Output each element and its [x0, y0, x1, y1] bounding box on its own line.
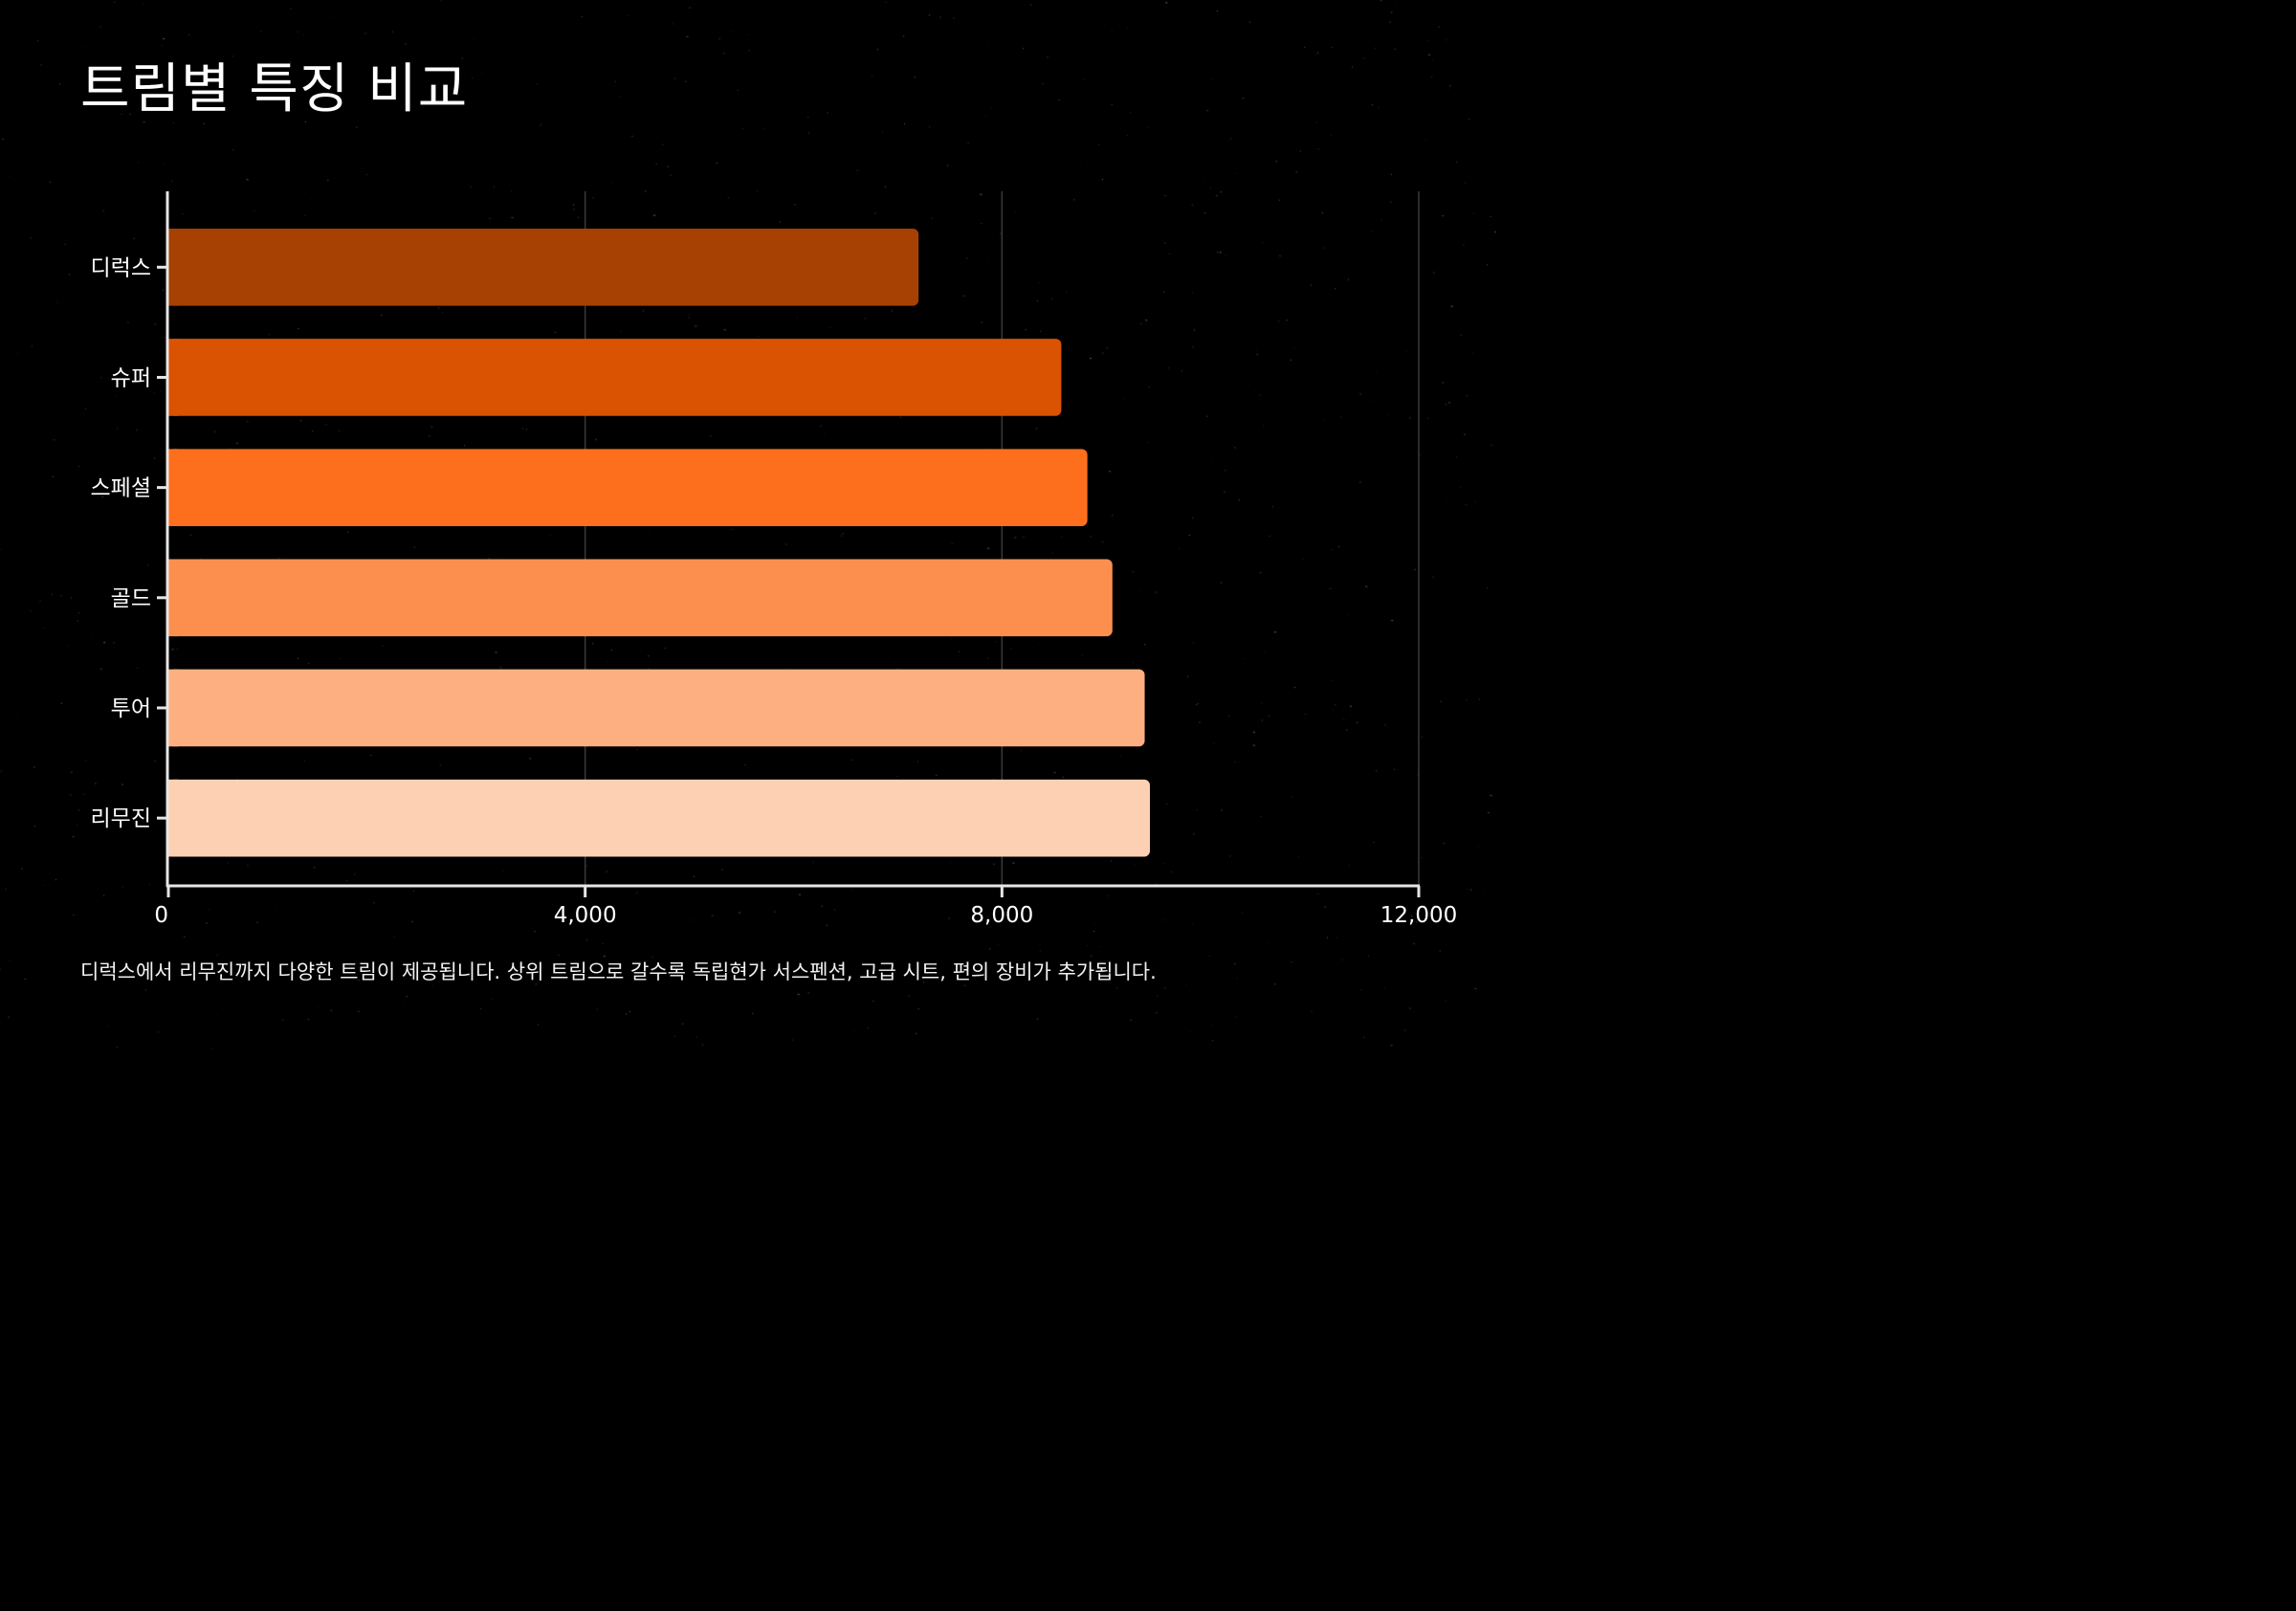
- xtick-label-1: 4,000: [554, 903, 617, 928]
- bar-4-base: [168, 559, 178, 637]
- ytick-label-5: 투어: [111, 696, 151, 721]
- bar-5-base: [168, 669, 178, 747]
- xtick-label-0: 0: [154, 903, 168, 928]
- bar-3-base: [168, 449, 178, 526]
- bar-5: [168, 669, 1145, 747]
- ytick-label-2: 슈퍼: [111, 365, 151, 390]
- chart-caption: 디럭스에서 리무진까지 다양한 트림이 제공됩니다. 상위 트림으로 갈수록 독…: [80, 960, 1157, 983]
- bar-3: [168, 449, 1088, 526]
- starfield-background: [0, 0, 1500, 1052]
- bar-6: [168, 779, 1150, 857]
- bar-4: [168, 559, 1113, 637]
- ytick-label-1: 디럭스: [91, 255, 151, 280]
- bar-6-base: [168, 779, 178, 857]
- ytick-label-3: 스페셜: [91, 476, 151, 501]
- bar-1: [168, 229, 919, 306]
- ytick-label-6: 리무진: [91, 806, 151, 831]
- bar-2: [168, 339, 1062, 416]
- xtick-label-3: 12,000: [1380, 903, 1457, 928]
- ytick-label-4: 골드: [111, 586, 151, 611]
- xtick-label-2: 8,000: [970, 903, 1033, 928]
- bar-2-base: [168, 339, 178, 416]
- chart-title: 트림별 특징 비교: [80, 58, 469, 121]
- bar-1-base: [168, 229, 178, 306]
